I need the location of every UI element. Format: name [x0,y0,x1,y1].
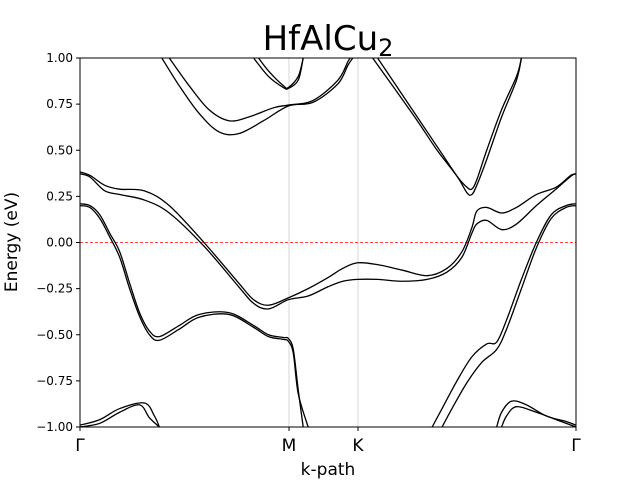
x-tick-label-3: Γ [571,436,581,456]
band-line-6 [80,402,160,427]
y-axis-label: Energy (eV) [2,192,22,292]
y-tick-label-0: −1.00 [36,420,73,434]
chart-title-main: HfAlCu [263,19,379,59]
y-tick-label-6: 0.50 [46,143,73,157]
band-line-2 [80,203,304,427]
band-line-12 [258,58,304,89]
chart-title-subscript: 2 [378,34,393,62]
band-line-5 [441,204,576,427]
x-tick-label-2: K [352,436,364,456]
y-tick-label-7: 0.75 [46,97,73,111]
band-line-9 [500,406,576,427]
x-tick-label-1: M [282,436,297,456]
chart-title: HfAlCu2 [263,19,394,62]
band-line-0 [80,171,576,306]
band-line-14 [372,58,523,196]
y-tick-label-5: 0.25 [46,189,73,203]
band-line-8 [496,400,576,427]
x-axis-label: k-path [301,460,356,480]
y-tick-label-8: 1.00 [46,51,73,65]
y-tick-label-1: −0.75 [36,374,73,388]
band-line-11 [168,58,351,122]
band-lines [80,58,576,427]
y-tick-label-2: −0.50 [36,328,73,342]
y-axis-ticks: −1.00 −0.75 −0.50 −0.25 0.00 0.25 0.50 0.75 1.00 [36,51,80,434]
band-line-4 [431,203,576,427]
band-line-3 [80,204,309,427]
band-line-13 [253,58,304,90]
band-line-1 [80,173,576,310]
x-tick-label-0: Γ [75,436,85,456]
y-tick-label-4: 0.00 [46,236,73,250]
kpoint-gridlines [288,58,359,427]
band-line-10 [161,58,354,136]
y-tick-label-3: −0.25 [36,282,73,296]
band-line-15 [377,58,523,191]
band-line-7 [80,404,160,427]
